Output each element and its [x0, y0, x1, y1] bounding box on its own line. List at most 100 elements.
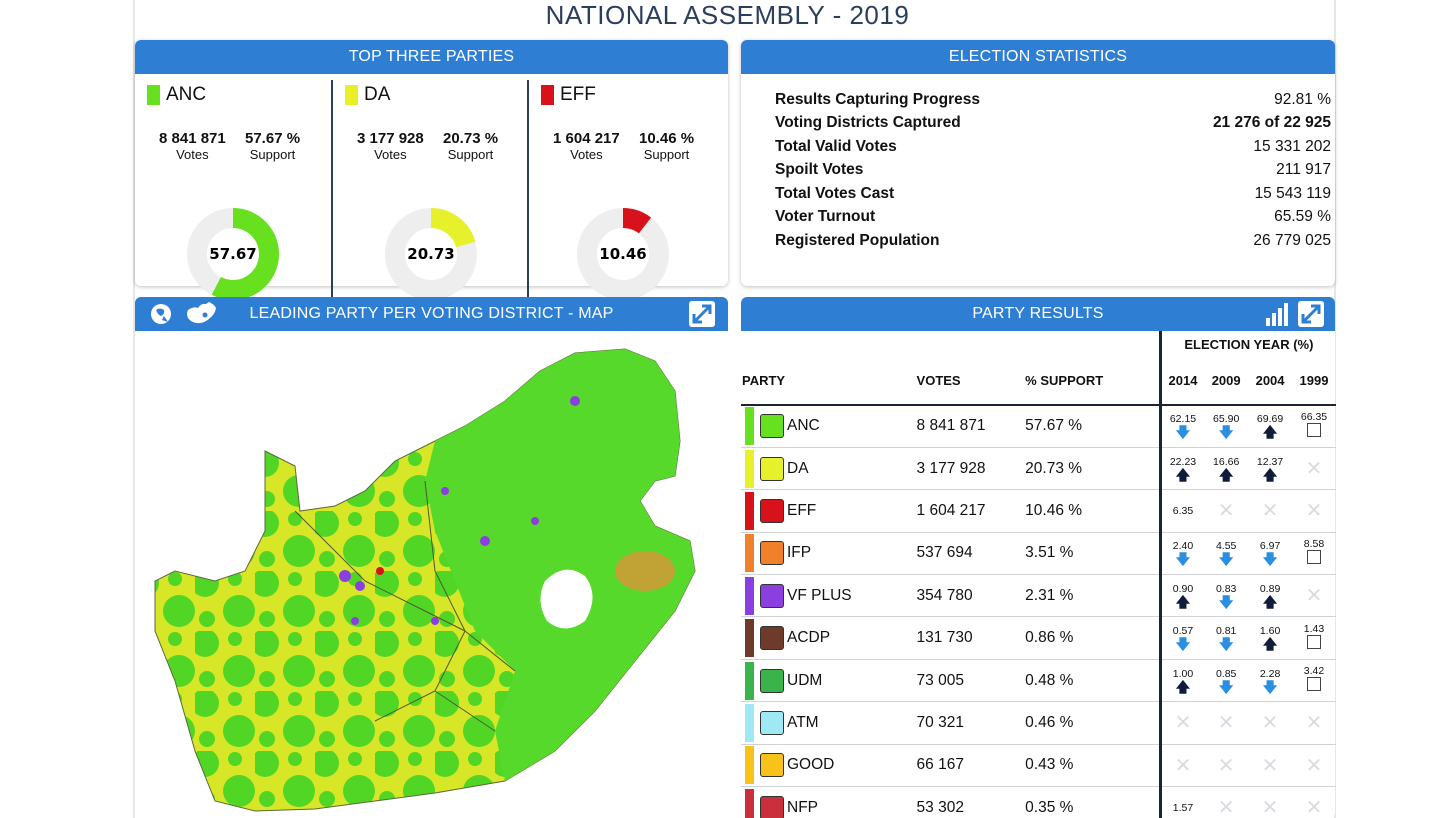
arrow-down-icon: 🡇 [1218, 424, 1234, 441]
party-results-title: PARTY RESULTS [972, 305, 1104, 322]
frame-border-left [133, 0, 135, 818]
no-data-icon: ✕ [1261, 712, 1279, 735]
arrow-up-icon: 🡅 [1175, 466, 1191, 483]
no-data-icon: ✕ [1305, 500, 1323, 523]
checkbox-icon[interactable] [1307, 677, 1321, 692]
party-logo-icon [760, 668, 784, 693]
support-value: 10.46 % [639, 130, 695, 147]
history-cell-2004: ✕ [1248, 489, 1293, 533]
history-value: 0.85 [1215, 667, 1237, 680]
party-logo-icon [760, 583, 784, 608]
party-cell: ACDP [741, 616, 917, 660]
party-row-da[interactable]: DA 3 177 928 20.73 % 22.23 🡅 16.66 🡅 12.37 🡅 ✕ [741, 447, 1336, 491]
party-votes: 1 604 217 [916, 489, 1026, 533]
party-name: GOOD [787, 756, 835, 774]
history-cell-2014: 0.90 🡅 [1158, 574, 1205, 618]
support-label: Support [643, 147, 690, 162]
map-header: LEADING PARTY PER VOTING DISTRICT - MAP [135, 297, 728, 331]
party-cell: GOOD [741, 744, 917, 788]
votes-label: Votes [374, 147, 407, 162]
party-row-anc[interactable]: ANC 8 841 871 57.67 % 62.15 🡇 65.90 🡇 69.69 🡅 66.… [741, 405, 1336, 448]
history-cell-2009: ✕ [1204, 786, 1249, 818]
party-row-udm[interactable]: UDM 73 005 0.48 % 1.00 🡅 0.85 🡇 2.28 🡇 3.42 [741, 659, 1336, 703]
history-cell-1999: ✕ [1292, 786, 1336, 818]
election-stats-table: Results Capturing Progress 92.81 % Voting … [775, 88, 1331, 253]
donut-slice [430, 208, 476, 248]
stat-row: Total Valid Votes 15 331 202 [775, 135, 1331, 159]
stat-label: Voting Districts Captured [775, 114, 961, 132]
stat-label: Spoilt Votes [775, 161, 864, 179]
party-name: ANC [787, 417, 820, 435]
support-donut-chart: 10.46 [577, 208, 669, 300]
arrow-down-icon: 🡇 [1175, 636, 1191, 653]
party-row-good[interactable]: GOOD 66 167 0.43 % ✕ ✕ ✕ ✕ [741, 744, 1336, 788]
expand-icon[interactable] [1297, 300, 1325, 328]
party-row-nfp[interactable]: NFP 53 302 0.35 % 1.57 ✕ ✕ ✕ [741, 786, 1336, 818]
arrow-down-icon: 🡇 [1218, 678, 1234, 695]
party-row-eff[interactable]: EFF 1 604 217 10.46 % 6.35 ✕ ✕ ✕ [741, 489, 1336, 533]
party-row-acdp[interactable]: ACDP 131 730 0.86 % 0.57 🡇 0.81 🡇 1.60 🡅 1.43 [741, 616, 1336, 660]
globe-pin-icon[interactable] [147, 300, 175, 328]
history-cell-2004: 0.89 🡅 [1248, 574, 1293, 618]
no-data-icon: ✕ [1305, 585, 1323, 608]
party-support: 0.86 % [1025, 616, 1159, 660]
party-cell: UDM [741, 659, 917, 703]
history-value: 1.60 [1259, 625, 1281, 638]
stat-value: 92.81 % [1274, 90, 1331, 108]
party-logo-icon [760, 795, 784, 818]
party-cell: IFP [741, 532, 917, 576]
party-votes: 70 321 [916, 701, 1026, 745]
no-data-icon: ✕ [1305, 458, 1323, 481]
party-name: DA [787, 459, 809, 477]
history-cell-1999: ✕ [1292, 701, 1336, 745]
party-card-name: EFF [541, 84, 596, 106]
party-row-vf-plus[interactable]: VF PLUS 354 780 2.31 % 0.90 🡅 0.83 🡇 0.89 🡅 ✕ [741, 574, 1336, 618]
south-africa-outline-icon[interactable] [185, 300, 219, 328]
arrow-down-icon: 🡇 [1218, 593, 1234, 610]
party-votes: 131 730 [916, 616, 1026, 660]
history-value: 1.57 [1172, 801, 1194, 814]
history-value: 0.90 [1172, 582, 1194, 595]
party-row-atm[interactable]: ATM 70 321 0.46 % ✕ ✕ ✕ ✕ [741, 701, 1336, 745]
party-card-name: DA [345, 84, 390, 106]
stat-value: 211 917 [1276, 161, 1331, 179]
party-row-ifp[interactable]: IFP 537 694 3.51 % 2.40 🡇 4.55 🡇 6.97 🡇 8.58 [741, 532, 1336, 576]
history-cell-2009: ✕ [1204, 744, 1249, 788]
voting-district-map[interactable] [135, 331, 728, 818]
votes-stat: 1 604 217 Votes [553, 130, 620, 162]
arrow-up-icon: 🡅 [1262, 636, 1278, 653]
history-value: 65.90 [1213, 413, 1240, 426]
history-value: 0.81 [1215, 625, 1237, 638]
party-color-bar [745, 449, 754, 488]
party-votes: 53 302 [916, 786, 1026, 818]
donut-slice [211, 208, 279, 300]
history-value: 1.43 [1303, 622, 1325, 635]
party-logo-icon [760, 414, 784, 439]
party-card-da: DA 3 177 928 Votes 20.73 % Support 20.73 [331, 80, 527, 320]
col-support: % SUPPORT [1025, 373, 1104, 388]
history-cell-2004: 2.28 🡇 [1248, 659, 1293, 703]
arrow-up-icon: 🡅 [1262, 466, 1278, 483]
checkbox-icon[interactable] [1307, 422, 1321, 437]
checkbox-icon[interactable] [1307, 634, 1321, 649]
no-data-icon: ✕ [1261, 797, 1279, 818]
party-cell: NFP [741, 786, 917, 818]
stat-label: Voter Turnout [775, 208, 876, 226]
history-cell-2014: 2.40 🡇 [1158, 532, 1205, 576]
expand-icon[interactable] [688, 300, 716, 328]
history-cell-2014: ✕ [1158, 701, 1205, 745]
no-data-icon: ✕ [1261, 754, 1279, 777]
arrow-up-icon: 🡅 [1175, 678, 1191, 695]
top-three-header: TOP THREE PARTIES [135, 40, 728, 74]
party-votes: 73 005 [916, 659, 1026, 703]
party-cell: EFF [741, 489, 917, 533]
history-cell-2014: 1.57 [1158, 786, 1205, 818]
arrow-down-icon: 🡇 [1175, 551, 1191, 568]
checkbox-icon[interactable] [1307, 549, 1321, 564]
bar-chart-icon[interactable] [1263, 300, 1291, 328]
stat-value: 15 331 202 [1253, 137, 1331, 155]
history-value: 62.15 [1169, 413, 1197, 426]
votes-stat: 3 177 928 Votes [357, 130, 424, 162]
party-votes: 3 177 928 [916, 447, 1026, 491]
history-cell-2014: ✕ [1158, 744, 1205, 788]
